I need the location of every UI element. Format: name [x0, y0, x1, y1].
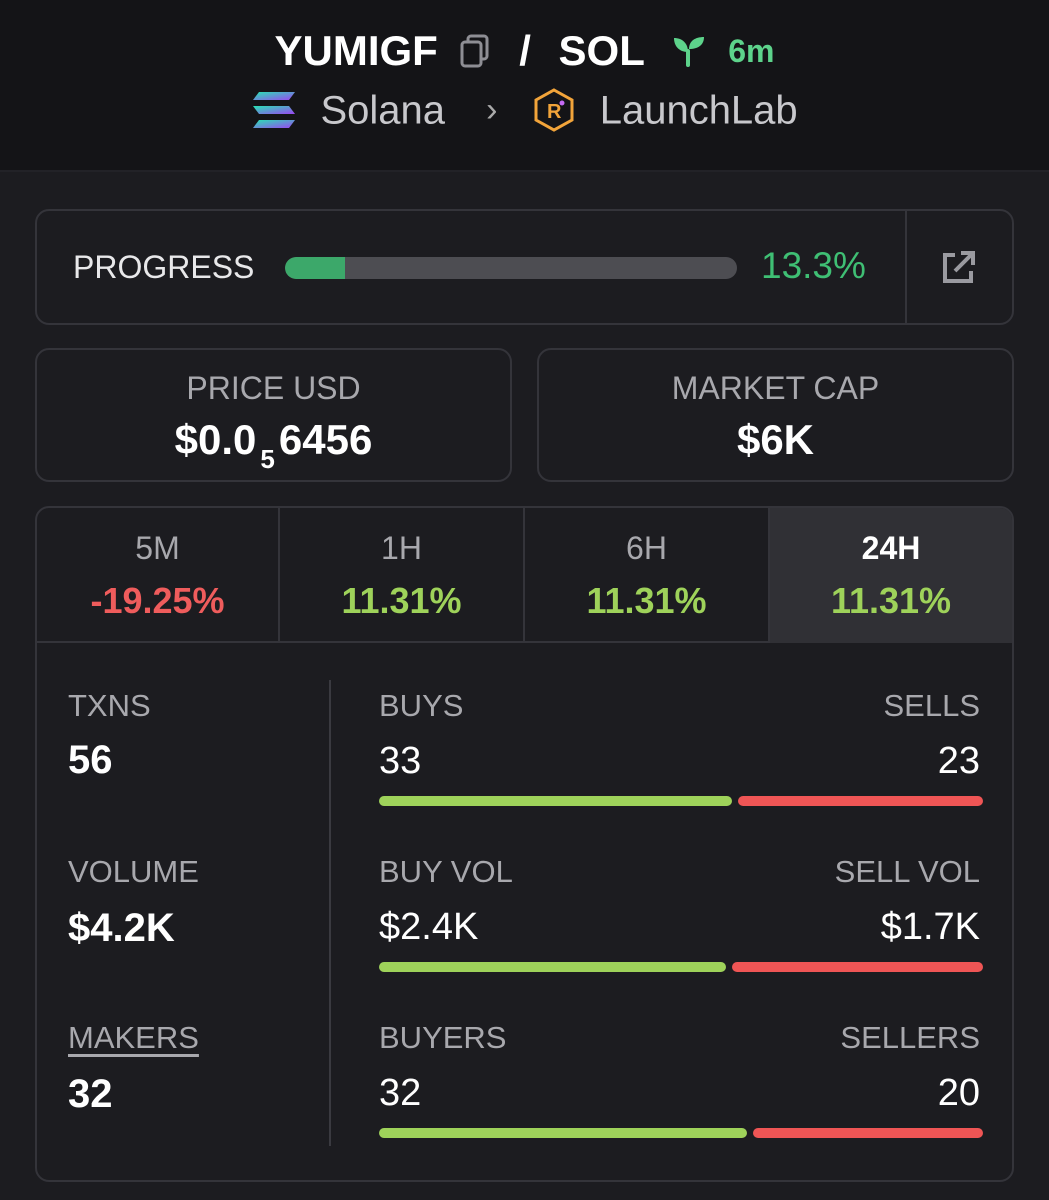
token-symbol[interactable]: YUMIGF	[274, 26, 438, 74]
svg-text:R: R	[547, 101, 562, 123]
tab-label: 6H	[626, 530, 667, 566]
copy-icon[interactable]	[460, 34, 490, 68]
price-prefix: $0.0	[174, 416, 257, 463]
chain-breadcrumb: Solana › R LaunchLab	[0, 82, 1049, 136]
tab-label: 24H	[861, 530, 921, 566]
progress-bar	[285, 257, 737, 279]
buy-vol-bar	[379, 962, 726, 972]
volume-label: VOLUME	[68, 854, 199, 889]
sells-bar	[738, 796, 983, 806]
sellers-label: SELLERS	[840, 1020, 980, 1055]
pair-age: 6m	[728, 32, 775, 69]
txns-label: TXNS	[68, 688, 151, 723]
sell-vol-label: SELL VOL	[834, 854, 980, 889]
chain-name[interactable]: Solana	[320, 88, 445, 133]
sells-label: SELLS	[883, 688, 980, 723]
launchpad-name[interactable]: LaunchLab	[599, 88, 798, 133]
tab-change: 11.31%	[586, 580, 707, 621]
sprout-icon	[673, 36, 704, 67]
tab-change: 11.31%	[341, 580, 462, 621]
buyers-bar	[379, 1128, 747, 1138]
tab-label: 1H	[381, 530, 422, 566]
progress-card: PROGRESS 13.3%	[35, 209, 1014, 325]
price-label: PRICE USD	[186, 370, 361, 406]
volume-value: $4.2K	[68, 906, 175, 950]
buy-vol-value: $2.4K	[379, 906, 479, 948]
price-value: $0.0 56456	[37, 416, 510, 475]
sells-value: 23	[937, 740, 980, 782]
buy-vol-label: BUY VOL	[379, 854, 513, 889]
price-digits: 6456	[278, 416, 373, 463]
price-zero-count: 5	[260, 444, 275, 474]
progress-label: PROGRESS	[73, 249, 255, 285]
pair-separator: /	[519, 26, 531, 74]
tab-6h[interactable]: 6H 11.31%	[525, 508, 770, 643]
tab-1h[interactable]: 1H 11.31%	[280, 508, 525, 643]
buys-label: BUYS	[379, 688, 464, 723]
chevron-right-icon: ›	[486, 91, 498, 130]
buyers-label: BUYERS	[379, 1020, 507, 1055]
tab-5m[interactable]: 5M -19.25%	[37, 508, 280, 643]
divider	[905, 211, 907, 323]
txns-value: 56	[68, 738, 113, 782]
buys-value: 33	[379, 740, 422, 782]
quote-symbol: SOL	[558, 26, 645, 74]
market-cap-value: $6K	[736, 416, 815, 463]
tab-label: 5M	[135, 530, 180, 566]
tab-24h[interactable]: 24H 11.31%	[770, 508, 1012, 643]
stats-card: 5M -19.25% 1H 11.31% 6H 11.31% 24H 11.31…	[35, 506, 1014, 1182]
pair-header: YUMIGF / SOL 6m Solana ›	[0, 0, 1049, 172]
external-link-icon[interactable]	[939, 249, 977, 287]
sell-vol-bar	[732, 962, 983, 972]
makers-value: 32	[68, 1072, 113, 1116]
market-cap-card: MARKET CAP $6K	[537, 348, 1014, 482]
sellers-bar	[753, 1128, 983, 1138]
tab-change: 11.31%	[830, 580, 952, 621]
solana-icon	[253, 92, 296, 129]
price-card: PRICE USD $0.0 56456	[35, 348, 512, 482]
buyers-value: 32	[379, 1072, 422, 1114]
tab-change: -19.25%	[90, 580, 225, 621]
pair-title: YUMIGF / SOL 6m	[0, 22, 1049, 77]
sell-vol-value: $1.7K	[880, 906, 980, 948]
progress-bar-fill	[285, 257, 346, 279]
column-divider	[329, 680, 331, 1146]
progress-percent: 13.3%	[761, 245, 866, 286]
makers-label[interactable]: MAKERS	[68, 1020, 199, 1055]
launchlab-icon: R	[534, 88, 574, 133]
sellers-value: 20	[937, 1072, 980, 1114]
buys-bar	[379, 796, 732, 806]
market-cap-label: MARKET CAP	[671, 370, 880, 406]
